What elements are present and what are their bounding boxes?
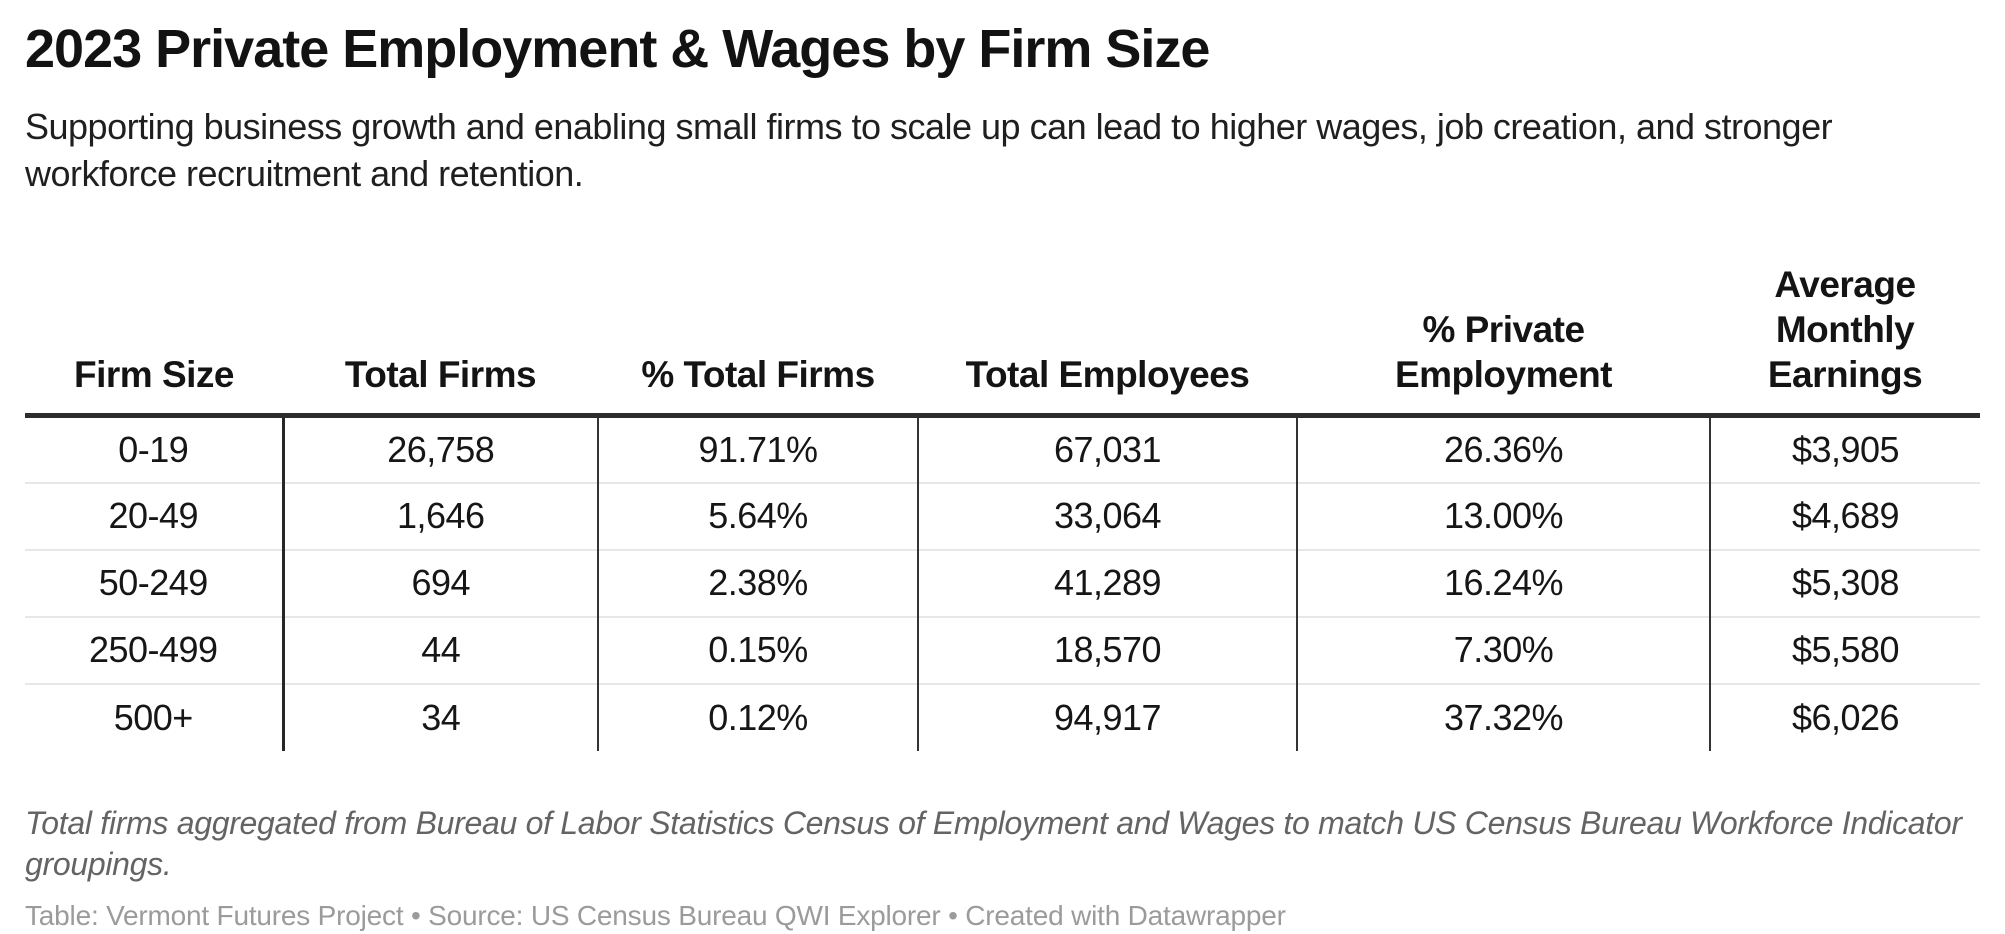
column-header-total-firms: Total Firms bbox=[283, 247, 598, 419]
cell-pct-total-firms: 5.64% bbox=[598, 481, 919, 550]
footnote: Total firms aggregated from Bureau of La… bbox=[25, 804, 1962, 883]
cell-pct-total-firms: 0.15% bbox=[598, 615, 919, 684]
cell-total-firms: 26,758 bbox=[283, 415, 599, 483]
table-row: 0-19 26,758 91.71% 67,031 26.36% $3,905 bbox=[25, 415, 1980, 483]
cell-total-employees: 41,289 bbox=[918, 548, 1298, 617]
cell-pct-private-employment: 26.36% bbox=[1297, 415, 1711, 483]
cell-pct-private-employment: 37.32% bbox=[1297, 682, 1711, 751]
column-header-pct-total-firms: % Total Firms bbox=[598, 247, 918, 419]
chart-title: 2023 Private Employment & Wages by Firm … bbox=[25, 19, 1210, 79]
cell-avg-monthly-earnings: $5,308 bbox=[1710, 548, 1980, 617]
cell-avg-monthly-earnings: $6,026 bbox=[1710, 682, 1980, 751]
table-row: 20-49 1,646 5.64% 33,064 13.00% $4,689 bbox=[25, 481, 1980, 550]
table-header-row: Firm Size Total Firms % Total Firms Tota… bbox=[25, 247, 1980, 419]
data-table: Firm Size Total Firms % Total Firms Tota… bbox=[25, 247, 1980, 751]
cell-pct-private-employment: 13.00% bbox=[1297, 481, 1711, 550]
cell-total-firms: 694 bbox=[283, 548, 599, 617]
cell-avg-monthly-earnings: $5,580 bbox=[1710, 615, 1980, 684]
table-row: 500+ 34 0.12% 94,917 37.32% $6,026 bbox=[25, 682, 1980, 751]
column-header-pct-private-employment: % Private Employment bbox=[1297, 247, 1710, 419]
cell-pct-private-employment: 7.30% bbox=[1297, 615, 1711, 684]
cell-total-employees: 18,570 bbox=[918, 615, 1298, 684]
column-header-total-employees: Total Employees bbox=[918, 247, 1297, 419]
cell-total-employees: 33,064 bbox=[918, 481, 1298, 550]
chart-subtitle: Supporting business growth and enabling … bbox=[25, 106, 1833, 194]
column-header-firm-size: Firm Size bbox=[25, 247, 283, 419]
cell-pct-private-employment: 16.24% bbox=[1297, 548, 1711, 617]
cell-avg-monthly-earnings: $3,905 bbox=[1710, 415, 1980, 483]
cell-firm-size: 250-499 bbox=[25, 615, 285, 684]
table-row: 50-249 694 2.38% 41,289 16.24% $5,308 bbox=[25, 548, 1980, 617]
cell-pct-total-firms: 0.12% bbox=[598, 682, 919, 751]
cell-firm-size: 20-49 bbox=[25, 481, 285, 550]
cell-pct-total-firms: 91.71% bbox=[598, 415, 919, 483]
table-row: 250-499 44 0.15% 18,570 7.30% $5,580 bbox=[25, 615, 1980, 684]
cell-firm-size: 0-19 bbox=[25, 415, 285, 483]
column-header-avg-monthly-earnings: Average Monthly Earnings bbox=[1710, 247, 1980, 419]
cell-firm-size: 500+ bbox=[25, 682, 285, 751]
attribution-line: Table: Vermont Futures Project • Source:… bbox=[25, 899, 1286, 931]
cell-total-firms: 34 bbox=[283, 682, 599, 751]
cell-avg-monthly-earnings: $4,689 bbox=[1710, 481, 1980, 550]
cell-pct-total-firms: 2.38% bbox=[598, 548, 919, 617]
cell-firm-size: 50-249 bbox=[25, 548, 285, 617]
cell-total-firms: 44 bbox=[283, 615, 599, 684]
cell-total-employees: 94,917 bbox=[918, 682, 1298, 751]
cell-total-employees: 67,031 bbox=[918, 415, 1298, 483]
cell-total-firms: 1,646 bbox=[283, 481, 599, 550]
